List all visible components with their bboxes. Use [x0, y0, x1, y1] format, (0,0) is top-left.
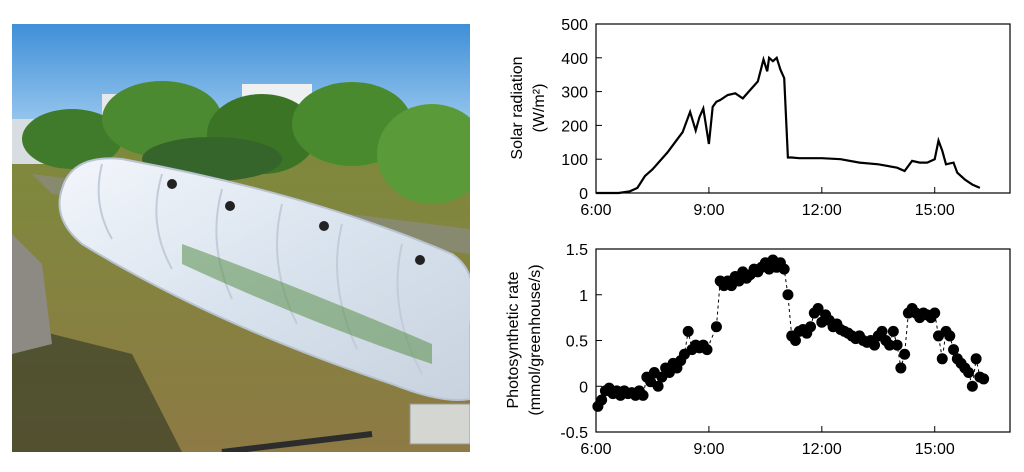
photo-data-point	[887, 325, 899, 337]
greenhouse-photo	[12, 24, 470, 452]
photo-data-point	[869, 339, 881, 351]
photo-data-point	[929, 307, 941, 319]
photo-ytick-label: -0.5	[560, 425, 588, 442]
photo-data-point	[963, 367, 975, 379]
photo-data-point	[701, 344, 713, 356]
solar-xtick-label: 12:00	[802, 202, 842, 219]
solar-radiation-chart: Solar radiation (W/m²) 0100200300400500 …	[509, 17, 1011, 219]
photo-data-point	[778, 263, 790, 275]
photo-data-point	[682, 325, 694, 337]
solar-xtick-label: 15:00	[915, 202, 955, 219]
photo-data-point	[948, 344, 960, 356]
photo-data-point	[970, 353, 982, 365]
photosynthetic-rate-chart: Photosynthetic rate (mmol/greenhouse/s) …	[505, 242, 1011, 458]
photo-xtick-label: 6:00	[580, 441, 611, 458]
photo-data-point	[812, 302, 824, 314]
photo-data-point	[891, 339, 903, 351]
photo-data-point	[596, 394, 608, 406]
photo-data-point	[978, 373, 990, 385]
photo-data-point	[944, 330, 956, 342]
solar-ytick-label: 400	[561, 51, 588, 68]
photo-data-point	[895, 362, 907, 374]
solar-ytick-label: 0	[579, 186, 588, 203]
photo-xtick-label: 12:00	[802, 441, 842, 458]
solar-ytick-label: 300	[561, 85, 588, 102]
photo-data-point	[789, 335, 801, 346]
photo-ytick-label: 0	[579, 379, 588, 396]
solar-ytick-label: 500	[561, 17, 588, 34]
photo-data-point	[936, 353, 948, 365]
solar-ytick-label: 100	[561, 152, 588, 169]
photo-data-point	[782, 289, 794, 301]
photo-ytick-label: 1.5	[566, 242, 588, 259]
photo-ytick-label: 0.5	[566, 334, 588, 351]
photo-data-point	[884, 339, 896, 351]
photo-data-point	[876, 325, 888, 337]
solar-ytick-label: 200	[561, 118, 588, 135]
photo-ylabel-line2: (mmol/greenhouse/s)	[527, 264, 544, 415]
photo-ylabel-line1: Photosynthetic rate	[505, 271, 522, 408]
photo-data-point	[899, 348, 911, 360]
solar-ylabel-line2: (W/m²)	[531, 84, 548, 133]
photo-ytick-label: 1	[579, 288, 588, 305]
photo-data-point	[966, 380, 978, 392]
solar-plot-frame	[595, 23, 1011, 194]
photo-data-point	[652, 380, 664, 392]
photo-data-point	[805, 321, 817, 333]
photo-xtick-label: 9:00	[693, 441, 724, 458]
photo-data-point	[637, 389, 649, 401]
photo-xtick-label: 15:00	[915, 441, 955, 458]
solar-xtick-label: 6:00	[580, 202, 611, 219]
solar-ylabel-line1: Solar radiation	[509, 56, 526, 159]
photo-data-point	[710, 321, 722, 333]
solar-xtick-label: 9:00	[693, 202, 724, 219]
solar-radiation-line	[596, 55, 981, 195]
